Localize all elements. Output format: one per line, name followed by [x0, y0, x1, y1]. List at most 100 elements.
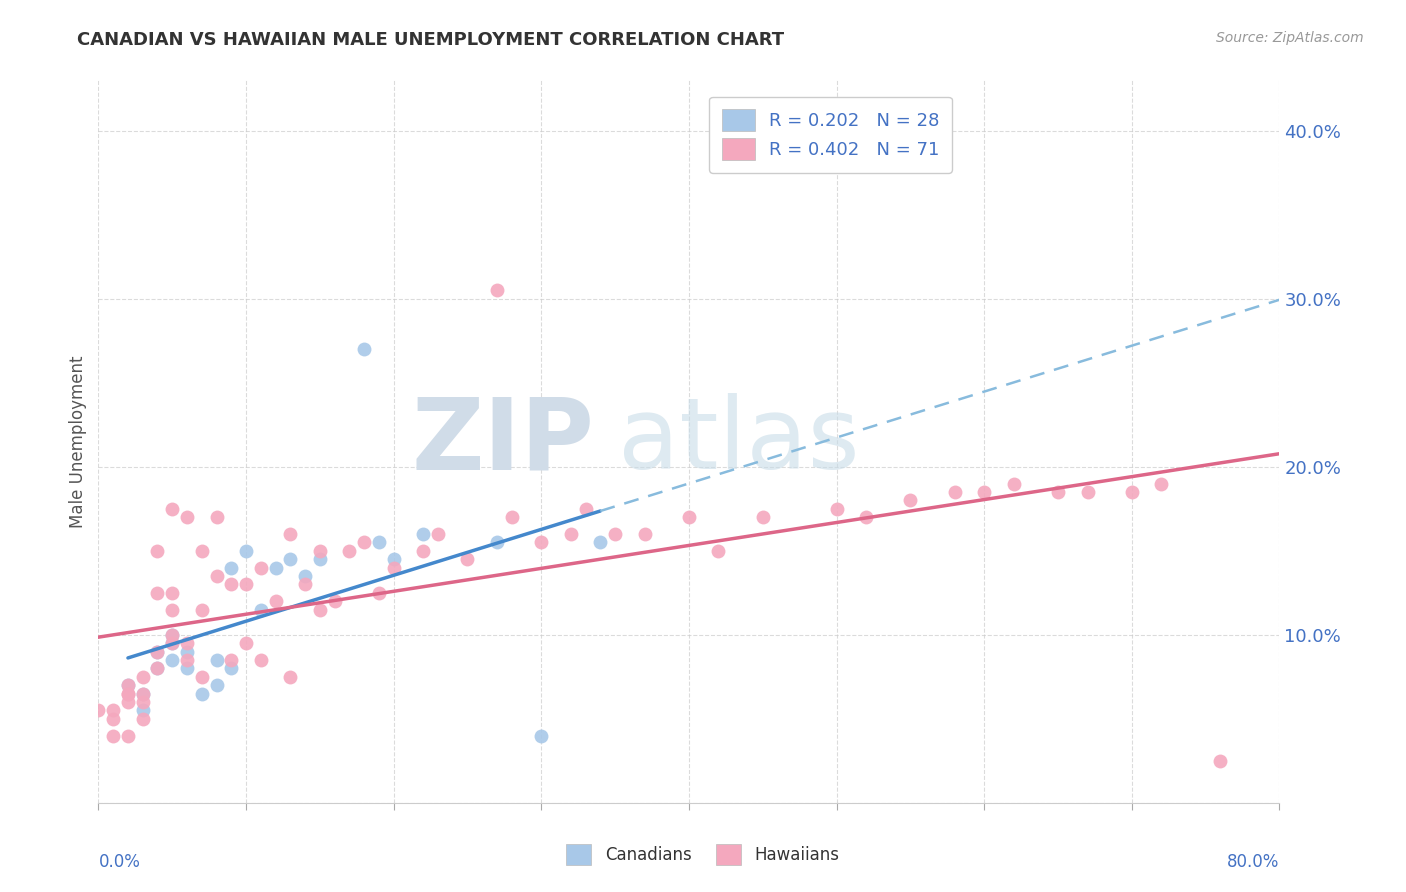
Point: [117, 678, 139, 692]
Point: [382, 552, 405, 566]
Point: [339, 543, 361, 558]
Point: [221, 577, 243, 591]
Point: [176, 510, 198, 524]
Point: [707, 543, 730, 558]
Point: [162, 501, 183, 516]
Point: [162, 653, 183, 667]
Point: [176, 636, 198, 650]
Point: [132, 670, 155, 684]
Text: 80.0%: 80.0%: [1227, 854, 1279, 871]
Point: [162, 628, 183, 642]
Point: [162, 636, 183, 650]
Point: [162, 586, 183, 600]
Point: [264, 594, 287, 608]
Legend: Canadians, Hawaiians: Canadians, Hawaiians: [558, 836, 848, 873]
Point: [280, 552, 302, 566]
Point: [280, 670, 302, 684]
Point: [412, 527, 434, 541]
Text: atlas: atlas: [619, 393, 859, 490]
Point: [1209, 754, 1232, 768]
Point: [605, 527, 627, 541]
Point: [176, 653, 198, 667]
Point: [530, 535, 553, 549]
Point: [294, 577, 316, 591]
Point: [323, 594, 346, 608]
Point: [221, 661, 243, 675]
Point: [501, 510, 523, 524]
Point: [191, 670, 214, 684]
Point: [634, 527, 657, 541]
Y-axis label: Male Unemployment: Male Unemployment: [69, 355, 87, 528]
Point: [103, 703, 125, 717]
Point: [87, 703, 110, 717]
Point: [191, 687, 214, 701]
Point: [117, 729, 139, 743]
Point: [146, 586, 169, 600]
Point: [162, 628, 183, 642]
Point: [412, 543, 434, 558]
Point: [368, 586, 391, 600]
Point: [146, 543, 169, 558]
Point: [235, 636, 257, 650]
Point: [162, 602, 183, 616]
Point: [162, 636, 183, 650]
Point: [205, 510, 228, 524]
Point: [1046, 485, 1070, 500]
Point: [382, 560, 405, 574]
Point: [457, 552, 479, 566]
Point: [427, 527, 450, 541]
Point: [309, 602, 332, 616]
Point: [191, 543, 214, 558]
Point: [825, 501, 848, 516]
Point: [678, 510, 700, 524]
Point: [575, 501, 598, 516]
Point: [221, 560, 243, 574]
Point: [368, 535, 391, 549]
Point: [103, 712, 125, 726]
Point: [117, 687, 139, 701]
Point: [309, 543, 332, 558]
Text: ZIP: ZIP: [412, 393, 595, 490]
Point: [205, 653, 228, 667]
Point: [146, 661, 169, 675]
Point: [589, 535, 612, 549]
Point: [191, 602, 214, 616]
Point: [176, 644, 198, 658]
Legend: R = 0.202   N = 28, R = 0.402   N = 71: R = 0.202 N = 28, R = 0.402 N = 71: [710, 96, 952, 173]
Point: [752, 510, 775, 524]
Point: [294, 569, 316, 583]
Point: [900, 493, 922, 508]
Point: [250, 602, 273, 616]
Point: [353, 535, 375, 549]
Point: [486, 535, 509, 549]
Point: [264, 560, 287, 574]
Point: [132, 712, 155, 726]
Text: CANADIAN VS HAWAIIAN MALE UNEMPLOYMENT CORRELATION CHART: CANADIAN VS HAWAIIAN MALE UNEMPLOYMENT C…: [77, 31, 785, 49]
Point: [146, 644, 169, 658]
Point: [205, 569, 228, 583]
Point: [132, 695, 155, 709]
Point: [1150, 476, 1173, 491]
Point: [973, 485, 995, 500]
Point: [250, 560, 273, 574]
Point: [943, 485, 966, 500]
Text: Source: ZipAtlas.com: Source: ZipAtlas.com: [1216, 31, 1364, 45]
Point: [132, 703, 155, 717]
Point: [176, 661, 198, 675]
Point: [235, 543, 257, 558]
Point: [117, 695, 139, 709]
Point: [205, 678, 228, 692]
Point: [132, 687, 155, 701]
Point: [235, 577, 257, 591]
Point: [117, 678, 139, 692]
Point: [530, 729, 553, 743]
Point: [353, 342, 375, 356]
Point: [146, 661, 169, 675]
Point: [250, 653, 273, 667]
Point: [1002, 476, 1025, 491]
Point: [855, 510, 877, 524]
Point: [560, 527, 582, 541]
Point: [132, 687, 155, 701]
Point: [486, 283, 509, 297]
Point: [280, 527, 302, 541]
